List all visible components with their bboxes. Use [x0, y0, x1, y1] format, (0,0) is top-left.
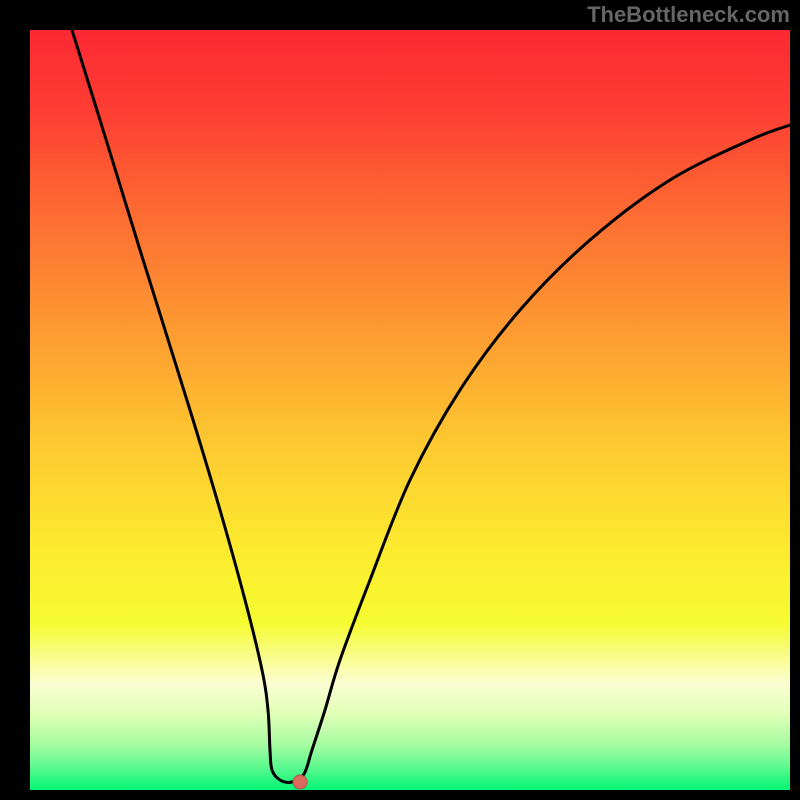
chart-gradient-background [30, 30, 790, 790]
chart-plot-area [30, 30, 790, 790]
watermark-text: TheBottleneck.com [587, 2, 790, 28]
